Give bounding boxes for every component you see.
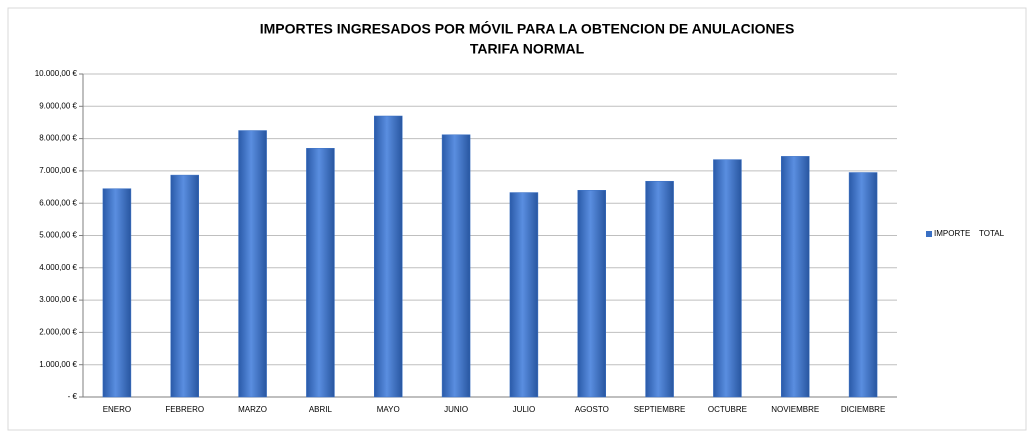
x-tick-label: SEPTIEMBRE — [634, 405, 686, 414]
bar — [577, 190, 606, 398]
y-tick-label: 2.000,00 € — [39, 328, 77, 337]
legend-label: IMPORTE TOTAL — [934, 229, 1005, 238]
bar — [441, 134, 471, 398]
x-tick-label: ABRIL — [309, 405, 333, 414]
bar — [713, 159, 742, 398]
bar — [102, 188, 132, 398]
y-tick-label: 5.000,00 € — [39, 231, 77, 240]
bar — [509, 192, 539, 398]
bar — [645, 180, 674, 398]
x-tick-label: JULIO — [513, 405, 536, 414]
y-tick-label: 1.000,00 € — [39, 360, 77, 369]
x-tick-label: ENERO — [103, 405, 131, 414]
y-tick-label: 9.000,00 € — [39, 101, 77, 110]
y-tick-label: 7.000,00 € — [39, 166, 77, 175]
chart-title: IMPORTES INGRESADOS POR MÓVIL PARA LA OB… — [260, 20, 795, 37]
y-tick-label: 10.000,00 € — [35, 69, 78, 78]
x-tick-label: NOVIEMBRE — [771, 405, 819, 414]
bar — [306, 148, 335, 398]
bar — [238, 130, 267, 398]
bar — [374, 115, 403, 398]
y-tick-label: 4.000,00 € — [39, 263, 77, 272]
x-tick-label: OCTUBRE — [708, 405, 747, 414]
bar — [848, 172, 878, 398]
bar — [781, 156, 810, 398]
legend-swatch — [926, 231, 932, 237]
y-tick-label: 6.000,00 € — [39, 198, 77, 207]
x-tick-label: DICIEMBRE — [841, 405, 885, 414]
x-tick-label: MARZO — [238, 405, 267, 414]
bar — [170, 174, 199, 398]
y-tick-label: 8.000,00 € — [39, 134, 77, 143]
y-tick-label: - € — [68, 392, 78, 401]
chart-title: TARIFA NORMAL — [470, 41, 585, 57]
x-tick-label: AGOSTO — [575, 405, 609, 414]
x-tick-label: JUNIO — [444, 405, 468, 414]
x-tick-label: FEBRERO — [165, 405, 204, 414]
y-tick-label: 3.000,00 € — [39, 295, 77, 304]
x-tick-label: MAYO — [377, 405, 400, 414]
